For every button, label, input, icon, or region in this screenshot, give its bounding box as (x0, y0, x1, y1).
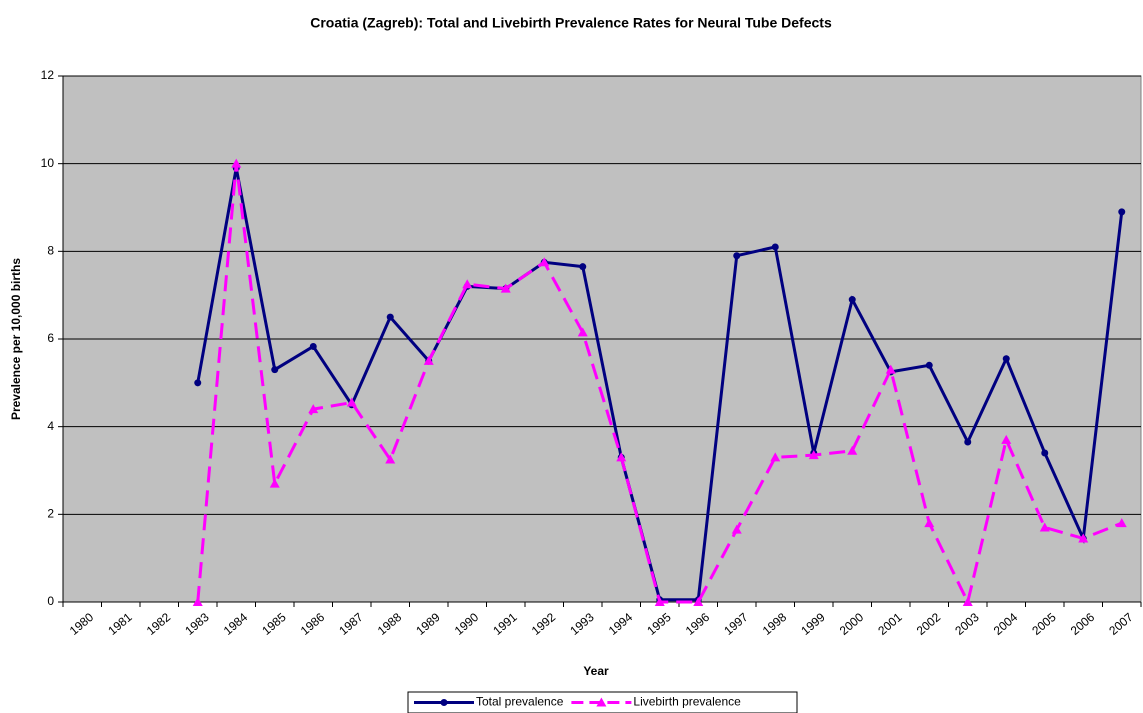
point (269, 478, 280, 488)
point (962, 597, 973, 606)
x-tick-label: 2000 (837, 610, 867, 638)
x-tick-label: 1994 (606, 610, 636, 638)
point (539, 257, 550, 267)
x-tick-label: 1983 (182, 610, 212, 638)
point (385, 454, 396, 464)
x-tick-label: 1997 (721, 610, 751, 638)
x-tick-label: 1990 (452, 610, 482, 638)
point (423, 355, 434, 365)
x-tick-label: 1995 (644, 610, 674, 638)
legend: Total prevalence Livebirth prevalence (407, 691, 798, 713)
point (271, 366, 279, 374)
point (1041, 449, 1049, 457)
point (577, 327, 588, 337)
point (192, 597, 203, 606)
x-tick-label: 1993 (567, 610, 597, 638)
x-tick-label: 2007 (1106, 610, 1136, 638)
y-tick-label: 0 (47, 594, 54, 608)
point (462, 279, 473, 289)
point (654, 597, 665, 606)
x-tick-label: 1982 (144, 610, 174, 638)
point (194, 379, 202, 387)
x-tick-label: 2003 (952, 610, 982, 638)
chart-title: Croatia (Zagreb): Total and Livebirth Pr… (310, 15, 832, 31)
x-tick-label: 1999 (798, 610, 828, 638)
x-tick-label: 1980 (67, 610, 97, 638)
point (964, 438, 972, 446)
y-tick-label: 6 (47, 331, 54, 345)
x-tick-label: 1987 (336, 610, 366, 638)
x-tick-label: 1996 (683, 610, 713, 638)
point (308, 404, 319, 414)
x-tick-label: 1989 (413, 610, 443, 638)
point (808, 450, 819, 460)
x-tick-label: 2005 (1029, 610, 1059, 638)
x-tick-label: 1988 (375, 610, 405, 638)
x-tick-label: 1984 (221, 610, 251, 638)
point (848, 296, 856, 304)
point (1118, 208, 1126, 216)
point (1078, 533, 1089, 543)
x-tick-label: 2001 (875, 610, 905, 638)
x-tick-label: 2006 (1068, 610, 1098, 638)
x-tick-label: 2004 (991, 610, 1021, 638)
point (309, 342, 317, 350)
point (771, 243, 779, 251)
x-tick-label: 1992 (529, 610, 559, 638)
point (731, 524, 742, 534)
point (386, 313, 394, 321)
legend-label: Livebirth prevalence (633, 695, 741, 709)
y-tick-label: 8 (47, 244, 54, 258)
point (596, 697, 607, 707)
point (579, 263, 587, 271)
x-tick-label: 1991 (490, 610, 520, 638)
point (1039, 522, 1050, 532)
x-tick-label: 2002 (914, 610, 944, 638)
point (733, 252, 741, 260)
point (346, 397, 357, 407)
point (925, 361, 933, 369)
point (885, 364, 896, 374)
point (693, 597, 704, 606)
y-tick-label: 10 (41, 156, 55, 170)
y-tick-label: 2 (47, 507, 54, 521)
point (1001, 434, 1012, 444)
point (924, 518, 935, 528)
point (847, 445, 858, 455)
y-axis-label: Prevalence per 10,000 births (9, 258, 23, 420)
y-tick-label: 4 (47, 419, 54, 433)
x-axis-label: Year (583, 664, 609, 678)
x-tick-label: 1998 (760, 610, 790, 638)
point (770, 452, 781, 462)
point (616, 452, 627, 462)
x-tick-label: 1981 (105, 610, 135, 638)
y-tick-label: 12 (41, 68, 55, 82)
point (440, 699, 448, 706)
x-tick-label: 1985 (259, 610, 289, 638)
point (1002, 355, 1010, 363)
legend-label: Total prevalence (476, 695, 564, 709)
point (1116, 518, 1127, 528)
point (500, 283, 511, 293)
x-tick-label: 1986 (298, 610, 328, 638)
point (231, 158, 242, 168)
